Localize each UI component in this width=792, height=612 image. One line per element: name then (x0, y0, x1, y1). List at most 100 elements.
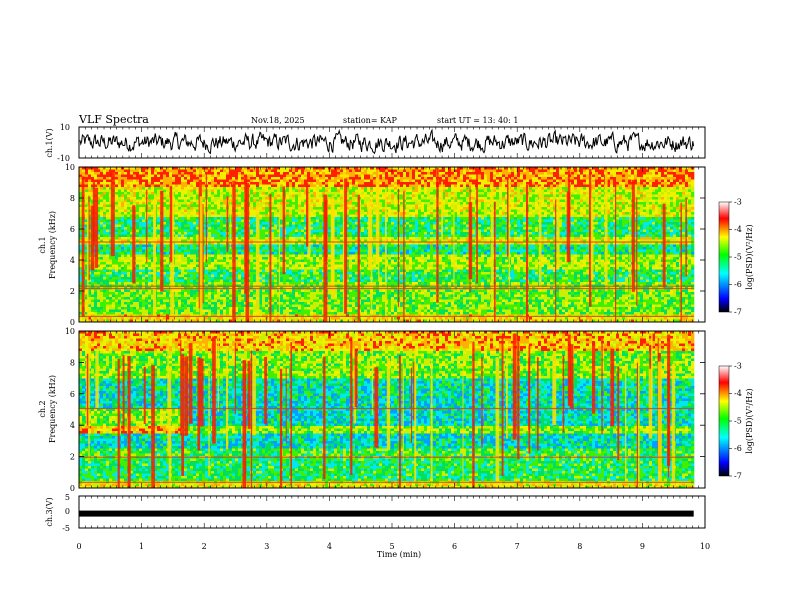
spectrogram-cell (472, 184, 476, 188)
spectrogram-cell (637, 192, 641, 195)
spectrogram-cell (688, 222, 692, 225)
spectrogram-cell (535, 167, 539, 170)
spectrogram-cell (157, 212, 161, 215)
spectrogram-cell (535, 219, 539, 223)
spectrogram-cell (505, 174, 509, 178)
spectrogram-cell (661, 204, 665, 208)
spectrogram-cell (661, 219, 665, 223)
spectrogram-cell (691, 222, 695, 225)
spectrogram-cell (319, 169, 323, 173)
spectrogram-cell (163, 169, 167, 173)
spectrogram-cell (442, 172, 446, 175)
spectrogram-cell (430, 167, 434, 170)
spectrogram-cell (193, 174, 197, 178)
spectrogram-cell (616, 184, 620, 188)
ch1-waveform-ylabel: ch.1(V) (45, 128, 54, 157)
spectrogram-cell (166, 189, 170, 193)
spectrogram-cell (487, 219, 491, 223)
spectrogram-cell (646, 207, 650, 210)
spectrogram-cell (280, 202, 284, 205)
spectrogram-cell (115, 179, 119, 183)
spectrogram-cell (655, 177, 659, 180)
spectrogram-cell (211, 224, 215, 228)
spectrogram-cell (85, 189, 89, 193)
spectrogram-cell (130, 179, 134, 183)
spectrogram-cell (97, 207, 101, 210)
spectrogram-cell (406, 209, 410, 213)
spectrogram-cell (643, 207, 647, 210)
spectrogram-cell (289, 224, 293, 228)
spectrogram-cell (262, 187, 266, 190)
spectrogram-cell (124, 169, 128, 173)
spectrogram-cell (610, 184, 614, 188)
spectrogram-cell (211, 194, 215, 198)
spectrogram-cell (472, 182, 476, 185)
spectrogram-cell (178, 179, 182, 183)
spectrogram-cell (607, 192, 611, 195)
spectrogram-cell (640, 189, 644, 193)
spectrogram-cell (340, 214, 344, 218)
spectrogram-cell (457, 194, 461, 198)
spectrogram-cell (316, 167, 320, 170)
spectrogram-cell (160, 179, 164, 183)
spectrogram-cell (163, 217, 167, 220)
spectrogram-cell (442, 182, 446, 185)
spectrogram-cell (196, 207, 200, 210)
spectrogram-cell (337, 182, 341, 185)
spectrogram-cell (289, 217, 293, 220)
spectrogram-cell (322, 169, 326, 173)
spectrogram-cell (310, 204, 314, 208)
spectrogram-cell (610, 177, 614, 180)
spectrogram-cell (340, 209, 344, 213)
spectrogram-cell (370, 182, 374, 185)
spectrogram-cell (592, 222, 596, 225)
spectrogram-cell (346, 204, 350, 208)
spectrogram-cell (565, 179, 569, 183)
spectrogram-cell (529, 167, 533, 170)
spectrogram-cell (619, 214, 623, 218)
spectrogram-cell (133, 177, 137, 180)
spectrogram-cell (175, 169, 179, 173)
spectrogram-cell (235, 179, 239, 183)
spectrogram-cell (391, 204, 395, 208)
spectrogram-cell (277, 207, 281, 210)
spectrogram-cell (577, 184, 581, 188)
spectrogram-cell (85, 187, 89, 190)
spectrogram-cell (631, 174, 635, 178)
spectrogram-cell (349, 204, 353, 208)
spectrogram-cell (472, 189, 476, 193)
spectrogram-cell (148, 222, 152, 225)
spectrogram-cell (154, 192, 158, 195)
spectrogram-cell (85, 224, 89, 228)
spectrogram-cell (184, 219, 188, 223)
spectrogram-cell (595, 179, 599, 183)
spectrogram-cell (181, 214, 185, 218)
spectrogram-cell (643, 172, 647, 175)
spectrogram-cell (133, 182, 137, 185)
spectrogram-cell (661, 192, 665, 195)
spectrogram-cell (535, 217, 539, 220)
spectrogram-cell (466, 167, 470, 170)
spectrogram-cell (328, 177, 332, 180)
spectrogram-cell (610, 169, 614, 173)
spectrogram-cell (280, 212, 284, 215)
spectrogram-cell (391, 197, 395, 200)
spectrogram-cell (484, 172, 488, 175)
spectrogram-cell (229, 179, 233, 183)
spectrogram-cell (166, 194, 170, 198)
spectrogram-cell (121, 212, 125, 215)
spectrogram-cell (310, 199, 314, 203)
spectrogram-cell (196, 227, 200, 230)
spectrogram-cell (220, 169, 224, 173)
spectrogram-cell (286, 167, 290, 170)
spectrogram-cell (421, 194, 425, 198)
spectrogram-cell (271, 182, 275, 185)
spectrogram-cell (445, 207, 449, 210)
spectrogram-cell (457, 169, 461, 173)
spectrogram-cell (664, 179, 668, 183)
spectrogram-cell (286, 219, 290, 223)
spectrogram-cell (220, 184, 224, 188)
spectrogram-cell (253, 212, 257, 215)
spectrogram-cell (271, 199, 275, 203)
spectrogram-cell (415, 189, 419, 193)
